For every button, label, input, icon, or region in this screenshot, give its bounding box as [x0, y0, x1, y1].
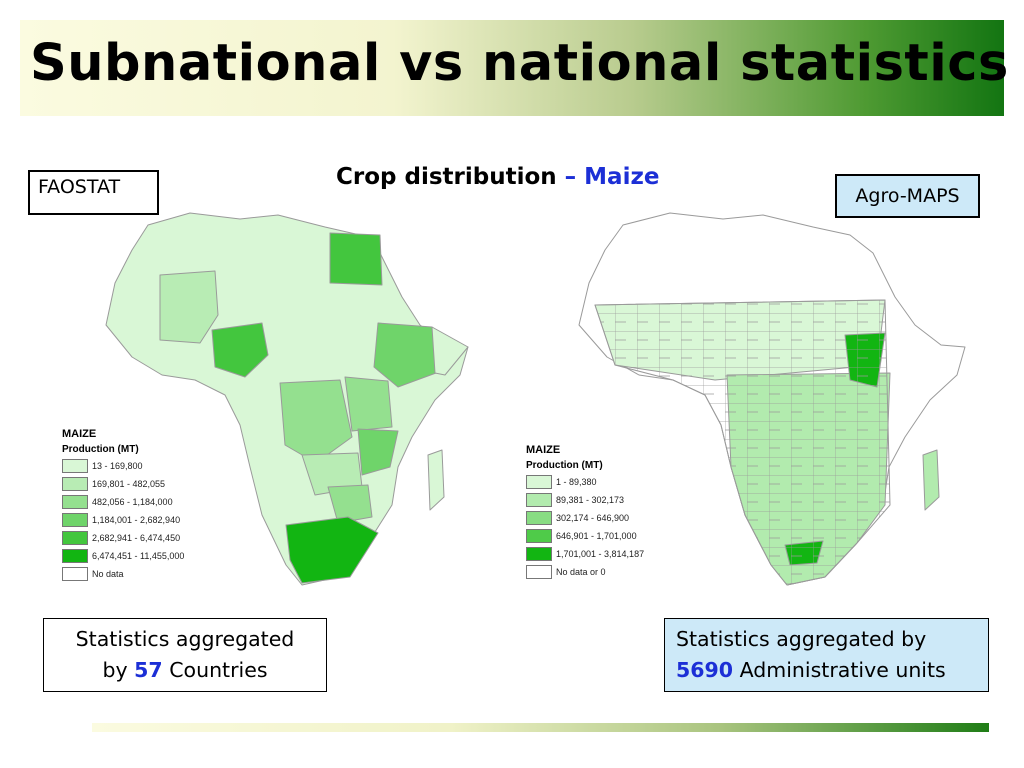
info-suffix: Administrative units [739, 658, 946, 682]
country-count: 57 [134, 658, 163, 682]
legend-swatch [526, 529, 552, 543]
legend-swatch [62, 459, 88, 473]
legend-label: 13 - 169,800 [92, 461, 143, 471]
country-egypt [329, 232, 383, 286]
legend-label: 169,801 - 482,055 [92, 479, 166, 489]
legend-row: 482,056 - 1,184,000 [62, 493, 184, 511]
admin-units [594, 299, 891, 586]
legend-row: 6,474,451 - 11,455,000 [62, 547, 184, 565]
country-east-a [344, 376, 393, 432]
country-zimbabwe [327, 484, 373, 524]
subtitle-separator: – [556, 164, 585, 190]
legend-swatch [62, 513, 88, 527]
legend-row: 1,701,001 - 3,814,187 [526, 545, 644, 563]
legend-row: 1 - 89,380 [526, 473, 644, 491]
legend-row: 646,901 - 1,701,000 [526, 527, 644, 545]
legend-label: 1 - 89,380 [556, 477, 597, 487]
legend-swatch [62, 549, 88, 563]
legend-title: MAIZE [526, 444, 561, 456]
agromaps-label: Agro-MAPS [835, 174, 980, 218]
legend-label: 1,701,001 - 3,814,187 [556, 549, 645, 559]
country-south-africa [285, 516, 379, 584]
country-nigeria [211, 322, 269, 378]
country-madagascar [427, 449, 445, 511]
legend-subtitle: Production (MT) [62, 444, 139, 455]
info-line-2: by 57 Countries [44, 655, 326, 686]
country-drc [279, 379, 353, 464]
legend-subtitle: Production (MT) [526, 460, 603, 471]
info-suffix: Countries [169, 658, 268, 682]
legend-swatch [62, 477, 88, 491]
legend-swatch [526, 493, 552, 507]
legend-row: 302,174 - 646,900 [526, 509, 644, 527]
country-ethiopia [373, 322, 437, 388]
info-line-1: Statistics aggregated by [676, 627, 927, 651]
legend-swatch [526, 511, 552, 525]
legend-row: 13 - 169,800 [62, 457, 184, 475]
legend-label: 2,682,941 - 6,474,450 [92, 533, 181, 543]
slide-title: Subnational vs national statistics [30, 34, 1009, 93]
faostat-legend: MAIZE Production (MT) 13 - 169,800 169,8… [62, 428, 184, 583]
legend-label: 482,056 - 1,184,000 [92, 497, 173, 507]
faostat-africa-map [105, 212, 469, 586]
legend-row: 169,801 - 482,055 [62, 475, 184, 493]
country-east-b [357, 428, 399, 476]
agromaps-info-box: Statistics aggregated by 5690 Administra… [664, 618, 989, 692]
info-prefix: by [102, 658, 128, 682]
bottom-accent-bar [92, 723, 989, 732]
legend-swatch [62, 495, 88, 509]
country-horn [431, 326, 469, 376]
country-madagascar [922, 449, 940, 511]
legend-swatch [62, 567, 88, 581]
legend-label: 302,174 - 646,900 [556, 513, 630, 523]
legend-swatch [526, 475, 552, 489]
faostat-label: FAOSTAT [28, 170, 159, 215]
legend-label: 89,381 - 302,173 [556, 495, 625, 505]
legend-row: No data [62, 565, 184, 583]
country-west [159, 270, 219, 344]
info-line-1: Statistics aggregated [75, 627, 295, 651]
admin-unit-count: 5690 [676, 658, 734, 682]
legend-swatch [526, 565, 552, 579]
legend-label: 646,901 - 1,701,000 [556, 531, 637, 541]
map-subtitle: Crop distribution – Maize [336, 164, 659, 190]
legend-label: No data or 0 [556, 567, 606, 577]
legend-row: 1,184,001 - 2,682,940 [62, 511, 184, 529]
legend-label: No data [92, 569, 124, 579]
subtitle-crop: Maize [584, 164, 660, 190]
info-line-2: 5690 Administrative units [676, 655, 988, 686]
legend-row: No data or 0 [526, 563, 644, 581]
legend-row: 89,381 - 302,173 [526, 491, 644, 509]
legend-swatch [526, 547, 552, 561]
subtitle-prefix: Crop distribution [336, 164, 557, 190]
title-banner: Subnational vs national statistics [20, 20, 1008, 116]
legend-row: 2,682,941 - 6,474,450 [62, 529, 184, 547]
legend-label: 1,184,001 - 2,682,940 [92, 515, 181, 525]
agromaps-africa-map [578, 212, 966, 586]
faostat-info-box: Statistics aggregated by 57 Countries [43, 618, 327, 692]
legend-label: 6,474,451 - 11,455,000 [92, 551, 185, 561]
agromaps-legend: MAIZE Production (MT) 1 - 89,380 89,381 … [526, 444, 644, 581]
legend-title: MAIZE [62, 428, 97, 440]
legend-swatch [62, 531, 88, 545]
